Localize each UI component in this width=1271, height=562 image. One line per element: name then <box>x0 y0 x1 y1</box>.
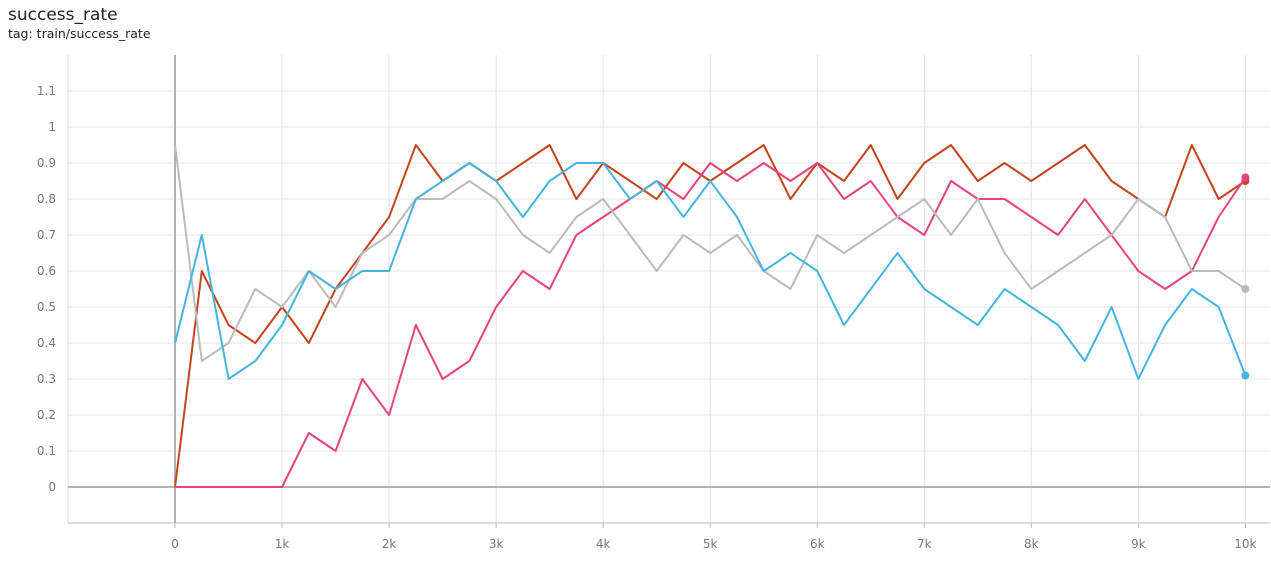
end-point <box>1241 371 1250 380</box>
y-tick-label: 0 <box>48 480 56 494</box>
series-line <box>174 144 1246 362</box>
chart-title: success_rate <box>8 5 118 25</box>
series-line <box>174 162 1247 380</box>
x-tick-label: 7k <box>917 537 932 551</box>
x-tick-label: 9k <box>1131 537 1146 551</box>
x-tick-label: 2k <box>382 537 397 551</box>
y-tick-label: 0.7 <box>37 228 56 242</box>
x-tick-label: 6k <box>810 537 825 551</box>
y-tick-label: 0.2 <box>37 408 56 422</box>
x-tick-label: 10k <box>1234 537 1256 551</box>
y-tick-label: 0.8 <box>37 192 56 206</box>
chart-subtitle: tag: train/success_rate <box>8 26 151 41</box>
end-point <box>1241 285 1250 293</box>
y-tick-label: 0.4 <box>37 336 56 350</box>
end-point <box>1241 173 1250 182</box>
y-tick-label: 0.1 <box>37 444 56 458</box>
series-line <box>175 162 1247 488</box>
x-tick-label: 0 <box>171 537 179 551</box>
y-tick-label: 0.6 <box>37 264 56 278</box>
y-tick-label: 1 <box>48 120 56 134</box>
y-tick-label: 0.9 <box>37 156 56 170</box>
y-tick-label: 0.3 <box>37 372 56 386</box>
x-tick-label: 5k <box>703 537 718 551</box>
x-tick-label: 3k <box>489 537 504 551</box>
y-tick-label: 1.1 <box>37 84 56 98</box>
y-tick-label: 0.5 <box>37 300 56 314</box>
x-tick-label: 4k <box>596 537 611 551</box>
x-tick-label: 1k <box>275 537 290 551</box>
x-tick-label: 8k <box>1024 537 1039 551</box>
